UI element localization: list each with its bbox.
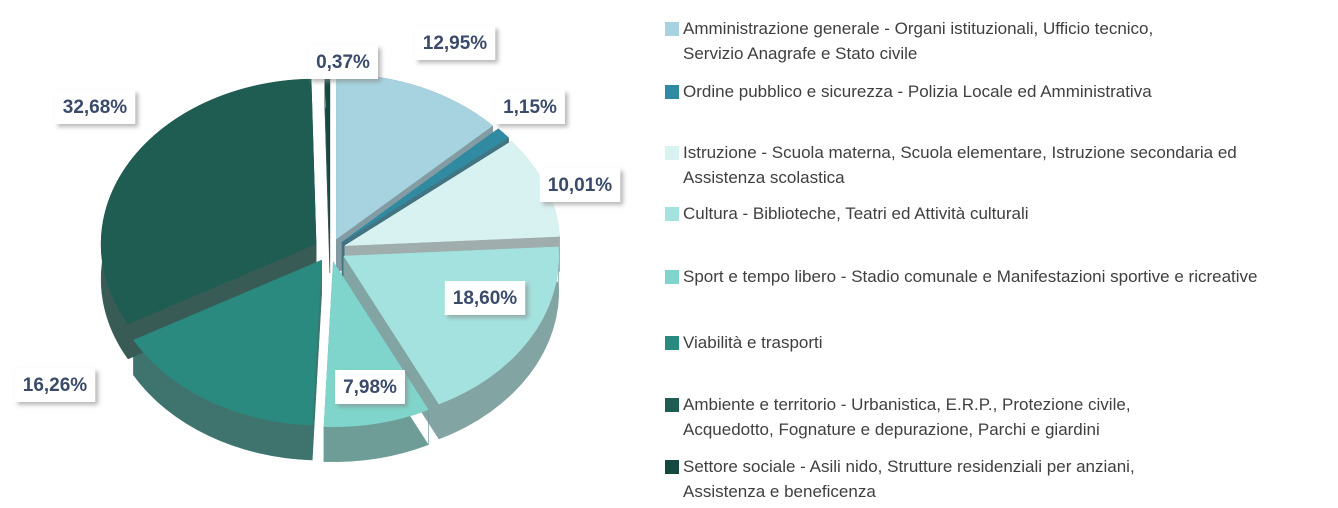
- legend-swatch: [665, 270, 679, 284]
- data-label-box: [539, 168, 621, 202]
- legend-entry: Istruzione - Scuola materna, Scuola elem…: [665, 140, 1265, 190]
- legend-label: Sport e tempo libero - Stadio comunale e…: [683, 267, 1258, 286]
- legend-entry: Ambiente e territorio - Urbanistica, E.R…: [665, 392, 1155, 442]
- legend-swatch: [665, 85, 679, 99]
- data-label: 1,15%: [503, 97, 557, 118]
- legend-label: Istruzione - Scuola materna, Scuola elem…: [683, 143, 1237, 187]
- slice: [133, 259, 322, 426]
- data-label-box: [54, 90, 136, 124]
- legend-entry: Settore sociale - Asili nido, Strutture …: [665, 454, 1175, 504]
- legend-label: Settore sociale - Asili nido, Strutture …: [683, 457, 1135, 501]
- data-label: 10,01%: [548, 175, 613, 196]
- legend-label: Viabilità e trasporti: [683, 333, 823, 352]
- legend-entry: Viabilità e trasporti: [665, 330, 1325, 355]
- legend-swatch: [665, 22, 679, 36]
- legend-entry: Amministrazione generale - Organi istitu…: [665, 16, 1165, 66]
- legend-swatch: [665, 336, 679, 350]
- legend-label: Ordine pubblico e sicurezza - Polizia Lo…: [683, 82, 1152, 101]
- data-label-box: [414, 26, 496, 60]
- legend-label: Amministrazione generale - Organi istitu…: [683, 19, 1154, 63]
- data-label-box: [14, 368, 96, 402]
- pie-area: 12,95% 1,15% 10,01% 18,60% 7,98% 16,26% 32,68%…: [14, 26, 621, 462]
- legend-entry: Ordine pubblico e sicurezza - Polizia Lo…: [665, 79, 1325, 104]
- slice-tops: [100, 72, 560, 427]
- legend-label: Cultura - Biblioteche, Teatri ed Attivit…: [683, 204, 1029, 223]
- data-label-box: [495, 90, 565, 124]
- slice: [324, 72, 331, 239]
- legend-swatch: [665, 398, 679, 412]
- slice: [100, 78, 317, 325]
- data-labels: 12,95% 1,15% 10,01% 18,60% 7,98% 16,26% 32,68%…: [14, 26, 621, 404]
- legend-swatch: [665, 460, 679, 474]
- legend-entry: Sport e tempo libero - Stadio comunale e…: [665, 264, 1330, 289]
- data-label: 7,98%: [343, 377, 397, 398]
- data-label: 0,37%: [316, 52, 370, 73]
- legend-swatch: [665, 207, 679, 221]
- legend-label: Ambiente e territorio - Urbanistica, E.R…: [683, 395, 1131, 439]
- data-label: 32,68%: [63, 97, 128, 118]
- data-label: 18,60%: [453, 288, 518, 309]
- data-label: 12,95%: [423, 33, 488, 54]
- data-label: 16,26%: [23, 375, 88, 396]
- slice: [341, 128, 509, 243]
- data-label-box: [308, 45, 378, 79]
- data-label-box: [444, 281, 526, 315]
- legend-swatch: [665, 146, 679, 160]
- data-label-box: [335, 370, 405, 404]
- legend-entry: Cultura - Biblioteche, Teatri ed Attivit…: [665, 201, 1325, 226]
